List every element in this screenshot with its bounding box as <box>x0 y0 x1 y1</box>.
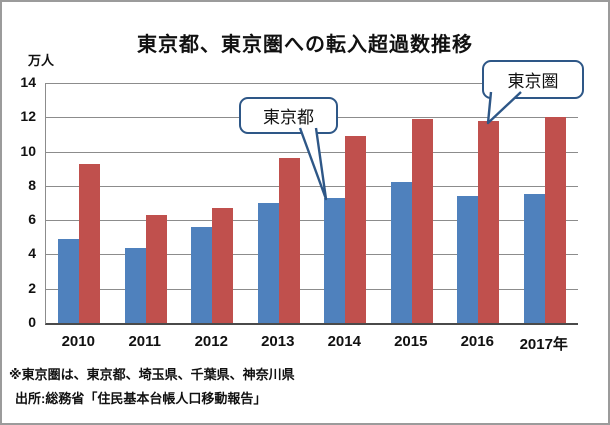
y-tick-label-12: 12 <box>20 108 36 125</box>
gridline-y2 <box>46 288 578 290</box>
bar-tokyo-to-2014 <box>324 197 346 323</box>
x-axis-label-2011: 2011 <box>128 333 162 350</box>
bar-tokyo-ken-2015 <box>411 119 433 323</box>
footnote-definition: ※東京圏は、東京都、埼玉県、千葉県、神奈川県 <box>9 367 295 382</box>
x-axis-label-2010: 2010 <box>61 333 95 350</box>
bar-tokyo-ken-2011 <box>145 215 167 323</box>
bar-tokyo-ken-2016 <box>478 120 500 323</box>
bar-tokyo-ken-2017 <box>544 117 566 323</box>
footnote-source: 出所:総務省「住民基本台帳人口移動報告」 <box>15 391 267 406</box>
bar-tokyo-to-2010 <box>58 239 80 323</box>
y-axis-unit-label: 万人 <box>28 53 55 68</box>
gridline-y6 <box>46 220 578 222</box>
chart-title: 東京都、東京圏への転入超過数推移 <box>137 34 473 56</box>
y-tick-label-2: 2 <box>28 279 36 296</box>
bar-tokyo-to-2011 <box>124 247 146 323</box>
bar-tokyo-ken-2010 <box>79 163 101 323</box>
gridline-y14 <box>46 83 578 84</box>
bar-tokyo-to-2013 <box>257 203 279 323</box>
x-axis-label-2015: 2015 <box>394 333 428 350</box>
x-axis-label-2014: 2014 <box>327 333 361 350</box>
bar-tokyo-ken-2012 <box>212 208 234 323</box>
y-tick-label-0: 0 <box>28 314 36 330</box>
y-tick-label-10: 10 <box>20 142 36 159</box>
x-axis-label-2013: 2013 <box>261 333 295 350</box>
bar-tokyo-ken-2014 <box>345 136 367 323</box>
y-tick-label-14: 14 <box>20 74 36 90</box>
callout-tokyo-ken: 東京圏 <box>482 60 584 99</box>
bar-tokyo-to-2016 <box>457 196 479 323</box>
bar-tokyo-to-2012 <box>191 227 213 323</box>
bar-tokyo-to-2015 <box>390 182 412 323</box>
y-tick-label-8: 8 <box>28 176 36 193</box>
bar-tokyo-ken-2013 <box>278 158 300 323</box>
x-axis-label-2016: 2016 <box>460 333 494 350</box>
callout-tokyo-to-label: 東京都 <box>263 108 314 127</box>
bar-tokyo-to-2017 <box>523 194 545 323</box>
y-tick-label-4: 4 <box>28 245 36 262</box>
callout-tokyo-ken-label: 東京圏 <box>507 72 559 91</box>
callout-tokyo-to: 東京都 <box>239 97 338 134</box>
x-axis-label-2017: 2017年 <box>519 336 568 353</box>
plot-area <box>45 83 578 325</box>
gridline-y4 <box>46 254 578 256</box>
y-tick-label-6: 6 <box>28 211 36 228</box>
x-axis-label-2012: 2012 <box>194 333 228 350</box>
